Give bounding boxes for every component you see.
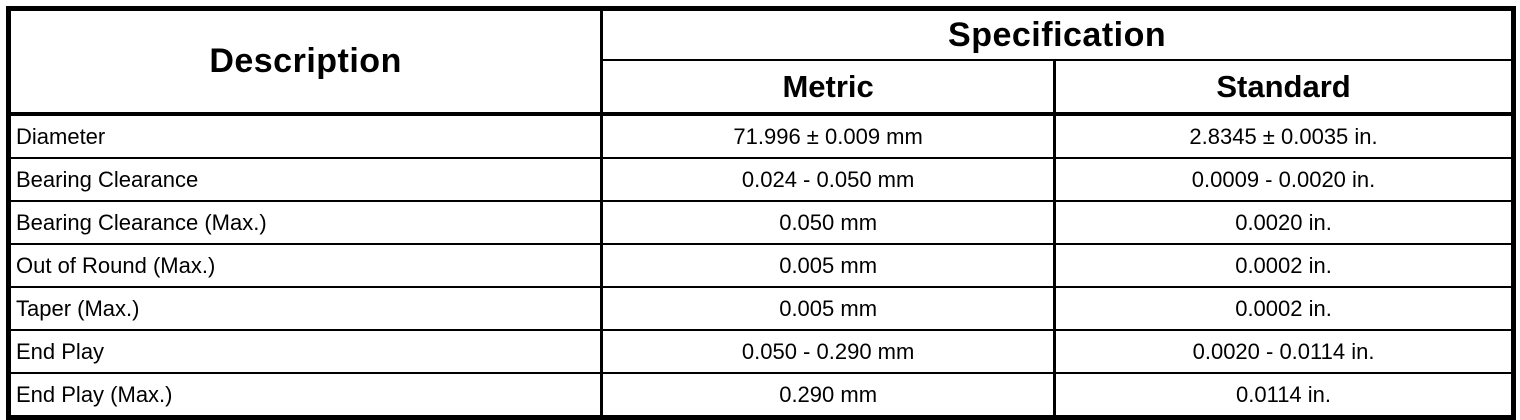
description-cell: End Play (Max.) [7, 372, 603, 419]
table-row: End Play 0.050 - 0.290 mm 0.0020 - 0.011… [7, 329, 1515, 374]
description-cell: Out of Round (Max.) [7, 243, 603, 288]
header-specification: Specification [600, 7, 1515, 61]
header-metric: Metric [600, 59, 1056, 115]
spec-table-body: Diameter 71.996 ± 0.009 mm 2.8345 ± 0.00… [7, 112, 1515, 419]
description-cell: Bearing Clearance (Max.) [7, 200, 603, 245]
header-row-sub: Metric Standard [9, 59, 1515, 115]
table-row: Diameter 71.996 ± 0.009 mm 2.8345 ± 0.00… [7, 112, 1515, 159]
metric-value-cell: 71.996 ± 0.009 mm [600, 112, 1056, 159]
standard-value-cell: 0.0020 in. [1053, 200, 1515, 245]
table-row: Bearing Clearance 0.024 - 0.050 mm 0.000… [7, 157, 1515, 202]
header-description: Description [7, 7, 603, 115]
header-row-top: Description Specification [7, 7, 1515, 115]
description-cell: Diameter [7, 112, 603, 159]
standard-value-cell: 0.0009 - 0.0020 in. [1053, 157, 1515, 202]
metric-value-cell: 0.050 mm [600, 200, 1056, 245]
metric-value-cell: 0.024 - 0.050 mm [600, 157, 1056, 202]
description-cell: Taper (Max.) [7, 286, 603, 331]
spec-table: Description Specification Metric Standar… [6, 6, 1516, 420]
metric-value-cell: 0.005 mm [600, 243, 1056, 288]
standard-value-cell: 0.0002 in. [1053, 243, 1515, 288]
metric-value-cell: 0.290 mm [600, 372, 1056, 419]
metric-value-cell: 0.050 - 0.290 mm [600, 329, 1056, 374]
table-row: End Play (Max.) 0.290 mm 0.0114 in. [7, 372, 1515, 419]
metric-value-cell: 0.005 mm [600, 286, 1056, 331]
description-cell: Bearing Clearance [7, 157, 603, 202]
table-row: Taper (Max.) 0.005 mm 0.0002 in. [7, 286, 1515, 331]
standard-value-cell: 2.8345 ± 0.0035 in. [1053, 112, 1515, 159]
standard-value-cell: 0.0020 - 0.0114 in. [1053, 329, 1515, 374]
standard-value-cell: 0.0002 in. [1053, 286, 1515, 331]
header-standard: Standard [1053, 59, 1515, 115]
description-cell: End Play [7, 329, 603, 374]
table-row: Bearing Clearance (Max.) 0.050 mm 0.0020… [7, 200, 1515, 245]
table-row: Out of Round (Max.) 0.005 mm 0.0002 in. [7, 243, 1515, 288]
spec-table-header: Description Specification Metric Standar… [7, 7, 1515, 115]
standard-value-cell: 0.0114 in. [1053, 372, 1515, 419]
